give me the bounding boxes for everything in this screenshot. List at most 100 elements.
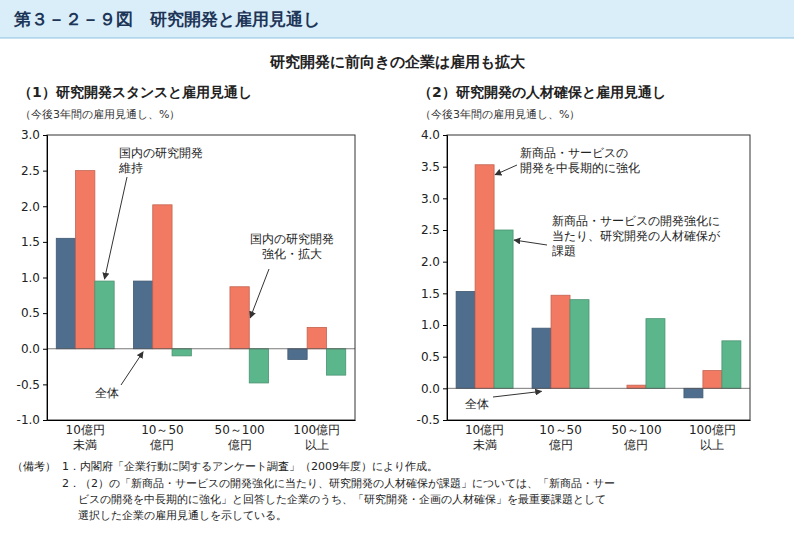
text-line: 50～100: [611, 423, 661, 437]
callouts: 全体 新商品・サービスの開発を中長期的に強化新商品・サービスの開発強化に当たり、研…: [465, 146, 721, 411]
y-tick-label: -1.0: [17, 413, 40, 427]
zero-line: [47, 348, 355, 349]
chart: -1.0-0.50.00.51.01.52.02.53.010億円未満10～50…: [17, 128, 356, 452]
y-tick-mark: [43, 420, 47, 421]
series: [494, 230, 741, 388]
y-tick-label: 2.5: [421, 223, 440, 237]
y-tick-mark: [43, 206, 47, 207]
note-item: 2．（2）の「新商品・サービスの開発強化に当たり、研究開発の人材確保が課題」につ…: [62, 477, 615, 522]
bars: [56, 171, 345, 383]
y-tick: 2.0: [421, 255, 447, 269]
y-tick-mark: [43, 278, 47, 279]
x-tick: 10～50億円: [539, 420, 582, 452]
x-axis: 10億円未満10～50億円50～100億円100億円以上: [448, 420, 751, 452]
series-callout: 全体: [95, 386, 119, 400]
header-rule: [0, 38, 794, 39]
callout-arrow: [495, 165, 517, 175]
y-tick-mark: [443, 357, 447, 358]
y-tick-mark: [43, 349, 47, 350]
bar: [646, 319, 665, 389]
y-tick: 0.0: [421, 382, 447, 396]
zero-line: [447, 388, 750, 389]
x-tick-label: 10～50億円: [141, 423, 184, 452]
bar: [684, 388, 703, 398]
y-tick-label: 1.0: [21, 271, 40, 285]
series-callout: 国内の研究開発強化・拡大: [250, 232, 334, 261]
y-tick-label: 3.0: [421, 192, 440, 206]
y-tick: 1.5: [421, 287, 447, 301]
callout-arrow: [250, 269, 269, 318]
text-line: 億円: [150, 438, 174, 452]
bar: [551, 295, 570, 388]
bar: [95, 281, 114, 349]
y-tick: 1.0: [21, 271, 47, 285]
notes: （備考） 1．内閣府「企業行動に関するアンケート調査」（2009年度）により作成。…: [12, 460, 615, 522]
figure-title: 第３－２－９図 研究開発と雇用見通し: [13, 9, 320, 29]
callout-arrow: [493, 391, 542, 397]
y-tick-mark: [443, 167, 447, 168]
text-line: 1．内閣府「企業行動に関するアンケート調査」（2009年度）により作成。: [62, 460, 438, 473]
y-tick: -0.5: [17, 378, 47, 392]
y-tick-label: 0.0: [421, 382, 440, 396]
bar: [172, 349, 191, 356]
text-line: 10億円: [66, 423, 105, 437]
x-tick: 50～100億円: [611, 420, 661, 452]
plot-frame: [447, 135, 750, 420]
x-axis-line: [448, 420, 751, 421]
y-tick-label: -0.5: [17, 378, 40, 392]
x-axis: 10億円未満 10～50億円 50～100億円 100億円以上: [48, 420, 356, 452]
series: [475, 165, 722, 389]
bar: [153, 205, 172, 349]
series-callout: 新商品・サービスの開発強化に当たり、研究開発の人材確保が課題: [552, 214, 721, 258]
y-tick-label: 3.5: [421, 160, 440, 174]
notes-label: （備考）: [12, 460, 56, 473]
y-tick: 0.5: [421, 350, 447, 364]
text-line: ビスの開発を中長期的に強化」と回答した企業のうち、「研究開発・企画の人材確保」を…: [78, 493, 606, 506]
text-line: 全体: [465, 397, 489, 411]
text-line: 100億円: [689, 423, 736, 437]
text-line: 億円: [624, 438, 648, 452]
bar: [133, 281, 152, 349]
x-tick: 10億円未満: [465, 420, 504, 452]
text-line: 以上: [305, 438, 329, 452]
y-tick: 2.5: [21, 164, 47, 178]
bar: [703, 371, 722, 389]
series-callout: 全体: [465, 397, 489, 411]
figure-subtitle: 研究開発に前向きの企業は雇用も拡大: [269, 53, 526, 71]
y-tick: 0.5: [21, 306, 47, 320]
bar: [532, 328, 551, 388]
bar: [56, 238, 75, 348]
bar: [288, 349, 307, 360]
text-line: 100億円: [293, 423, 340, 437]
text-line: 国内の研究開発: [250, 232, 334, 246]
y-tick: -0.5: [417, 413, 447, 427]
y-tick: 3.0: [21, 128, 47, 142]
y-axis-line: [43, 136, 48, 421]
y-axis-line: [443, 136, 448, 421]
text-line: 未満: [73, 438, 97, 452]
x-tick-label: 100億円以上: [689, 423, 736, 452]
y-tick: -1.0: [17, 413, 47, 427]
y-tick-label: 4.0: [421, 128, 440, 142]
y-tick-mark: [443, 198, 447, 199]
y-tick-mark: [443, 262, 447, 263]
y-axis-title: （今後3年間の雇用見通し、%）: [20, 108, 180, 121]
y-tick: 1.5: [21, 235, 47, 249]
y-tick-mark: [443, 420, 447, 421]
callout-arrow: [514, 240, 547, 245]
bar: [494, 230, 513, 388]
text-line: 開発を中長期的に強化: [520, 161, 640, 175]
callout-arrow: [105, 177, 127, 279]
x-tick: 10～50億円: [141, 420, 184, 452]
bar: [722, 341, 741, 389]
text-line: 新商品・サービスの: [520, 146, 628, 160]
text-line: 億円: [549, 438, 573, 452]
x-tick-label: 10～50億円: [539, 423, 582, 452]
y-tick: 4.0: [421, 128, 447, 142]
text-line: 国内の研究開発: [119, 146, 203, 160]
y-tick-label: 1.5: [421, 287, 440, 301]
y-tick-mark: [43, 313, 47, 314]
x-tick: 50～100億円: [215, 420, 265, 452]
y-tick-label: 1.0: [421, 318, 440, 332]
x-tick-label: 50～100億円: [215, 423, 265, 452]
